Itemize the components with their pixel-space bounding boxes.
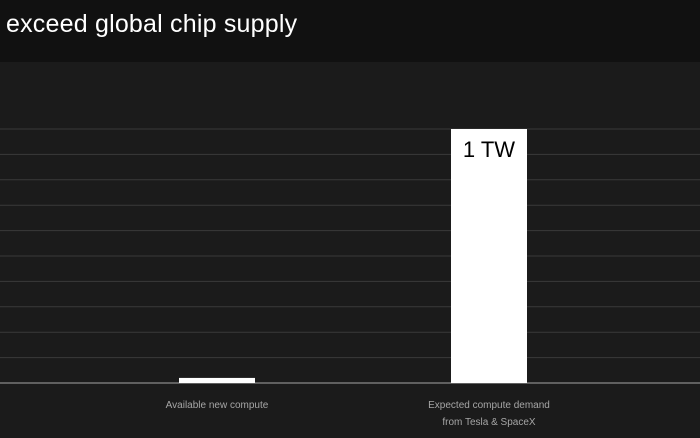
chart-title: exceed global chip supply (6, 10, 298, 38)
title-bar: exceed global chip supply (0, 0, 700, 62)
bar-2 (451, 129, 527, 383)
category-label-2-line-1: Expected compute demand (428, 400, 550, 411)
category-label-1: Available new compute (166, 400, 269, 411)
data-label-2: 1 TW (463, 137, 515, 162)
category-label-2-line-2: from Tesla & SpaceX (442, 417, 536, 428)
bar-1 (179, 377, 255, 383)
